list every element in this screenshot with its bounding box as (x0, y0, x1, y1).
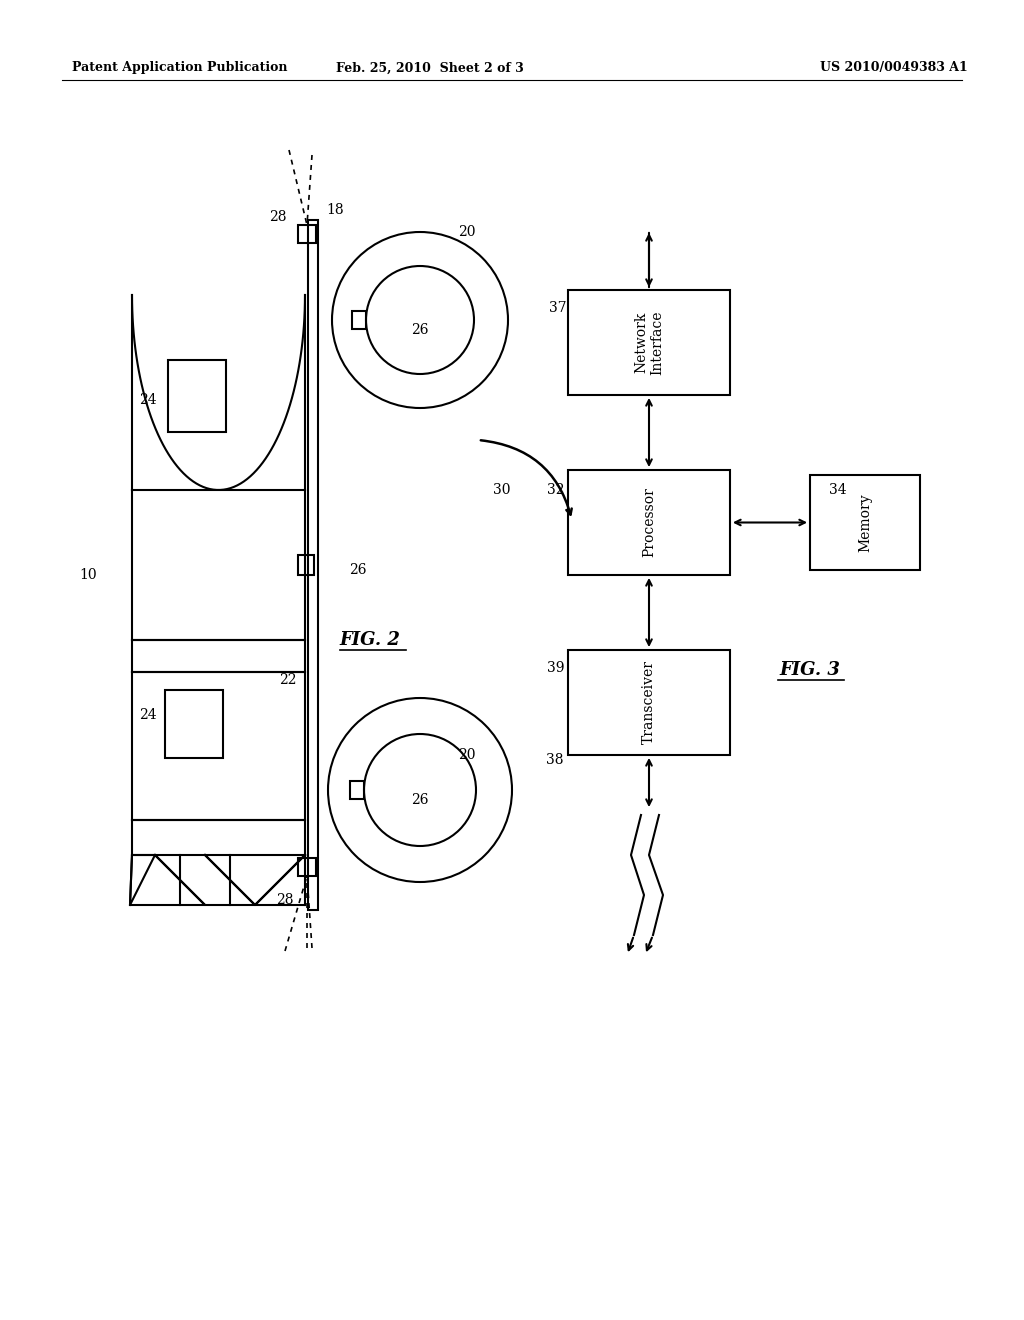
Bar (352, 312, 366, 329)
Bar (165, 690, 223, 758)
Bar (298, 554, 314, 576)
Text: 24: 24 (139, 708, 157, 722)
Bar (568, 470, 730, 576)
Bar (298, 858, 316, 876)
Text: 26: 26 (349, 564, 367, 577)
Text: 18: 18 (327, 203, 344, 216)
Text: FIG. 3: FIG. 3 (779, 661, 841, 678)
Text: Processor: Processor (642, 487, 656, 557)
Text: 26: 26 (412, 323, 429, 337)
Text: Patent Application Publication: Patent Application Publication (72, 62, 288, 74)
Bar (298, 224, 316, 243)
Bar (132, 640, 305, 672)
Text: 28: 28 (269, 210, 287, 224)
Text: US 2010/0049383 A1: US 2010/0049383 A1 (820, 62, 968, 74)
Text: Memory: Memory (858, 494, 872, 552)
Text: 26: 26 (412, 793, 429, 807)
Text: 37: 37 (549, 301, 567, 315)
Text: 24: 24 (139, 393, 157, 407)
Text: Network
Interface: Network Interface (634, 310, 665, 375)
Text: 28: 28 (276, 894, 294, 907)
Bar (168, 360, 226, 432)
Text: 39: 39 (547, 661, 565, 675)
Text: 10: 10 (79, 568, 97, 582)
Text: FIG. 2: FIG. 2 (340, 631, 400, 649)
Bar (568, 649, 730, 755)
Text: Feb. 25, 2010  Sheet 2 of 3: Feb. 25, 2010 Sheet 2 of 3 (336, 62, 524, 74)
Text: Transceiver: Transceiver (642, 660, 656, 744)
Bar (308, 220, 318, 909)
Text: 30: 30 (494, 483, 511, 498)
Bar (568, 290, 730, 395)
Text: 38: 38 (546, 752, 564, 767)
Text: 20: 20 (459, 224, 476, 239)
Text: 34: 34 (829, 483, 847, 498)
Text: 32: 32 (547, 483, 565, 498)
Bar (350, 781, 364, 799)
Text: 22: 22 (280, 673, 297, 686)
Text: 20: 20 (459, 748, 476, 762)
Bar (810, 475, 920, 570)
Bar (132, 820, 305, 855)
